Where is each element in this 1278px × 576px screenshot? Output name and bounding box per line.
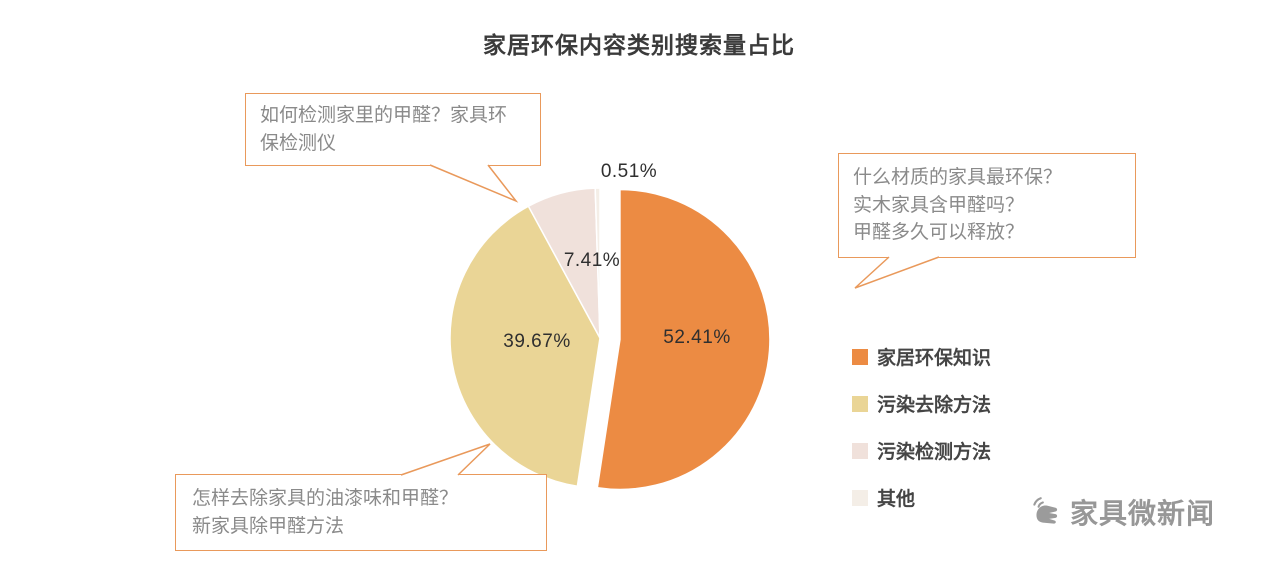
hand-speaker-icon xyxy=(1033,497,1058,524)
callout-line: 保检测仪 xyxy=(260,132,337,154)
pie-slice-1 xyxy=(449,205,601,488)
callout-detect-formaldehyde: 如何检测家里的甲醛？家具环 保检测仪 xyxy=(245,93,541,203)
legend-label: 污染去除方法 xyxy=(877,395,992,416)
pie-slice-0 xyxy=(596,188,771,491)
legend-item-other: 其他 xyxy=(852,484,991,511)
callout-line: 实木家具含甲醛吗？ xyxy=(853,194,1025,216)
callout-remove-formaldehyde: 怎样去除家具的油漆味和甲醛？ 新家具除甲醛方法 xyxy=(175,443,547,552)
callout-pointer xyxy=(400,443,491,476)
legend: 家居环保知识 污染去除方法 污染检测方法 其他 xyxy=(852,343,991,511)
legend-item-home-eco-knowledge: 家居环保知识 xyxy=(852,343,991,370)
slice-value-label: 7.41% xyxy=(563,250,621,271)
legend-label: 其他 xyxy=(877,489,916,510)
slice-value-label: 0.51% xyxy=(600,161,658,182)
legend-item-pollution-removal: 污染去除方法 xyxy=(852,390,991,417)
legend-swatch xyxy=(852,442,868,459)
legend-swatch xyxy=(852,348,868,365)
pie-chart xyxy=(449,187,771,491)
legend-swatch xyxy=(852,489,868,506)
callout-line: 新家具除甲醛方法 xyxy=(192,515,345,537)
callout-line: 什么材质的家具最环保？ xyxy=(853,167,1063,188)
legend-swatch xyxy=(852,395,868,412)
callout-pointer xyxy=(854,255,940,289)
watermark-text: 家具微新闻 xyxy=(1070,498,1216,529)
watermark: 家具微新闻 xyxy=(1028,492,1215,532)
slice-value-label: 39.67% xyxy=(503,331,571,352)
chart-title: 家居环保内容类别搜索量占比 xyxy=(483,32,795,58)
callout-line: 怎样去除家具的油漆味和甲醛？ xyxy=(192,488,459,509)
slice-value-label: 52.41% xyxy=(663,327,731,348)
callout-line: 甲醛多久可以释放？ xyxy=(853,222,1025,244)
legend-item-pollution-detection: 污染检测方法 xyxy=(852,437,991,464)
legend-label: 家居环保知识 xyxy=(877,348,992,369)
pie-slice-3 xyxy=(594,187,601,339)
callout-pointer xyxy=(429,164,519,203)
callout-material-questions: 什么材质的家具最环保？ 实木家具含甲醛吗？ 甲醛多久可以释放？ xyxy=(838,153,1136,289)
callout-line: 如何检测家里的甲醛？家具环 xyxy=(260,105,508,126)
legend-label: 污染检测方法 xyxy=(877,442,992,463)
